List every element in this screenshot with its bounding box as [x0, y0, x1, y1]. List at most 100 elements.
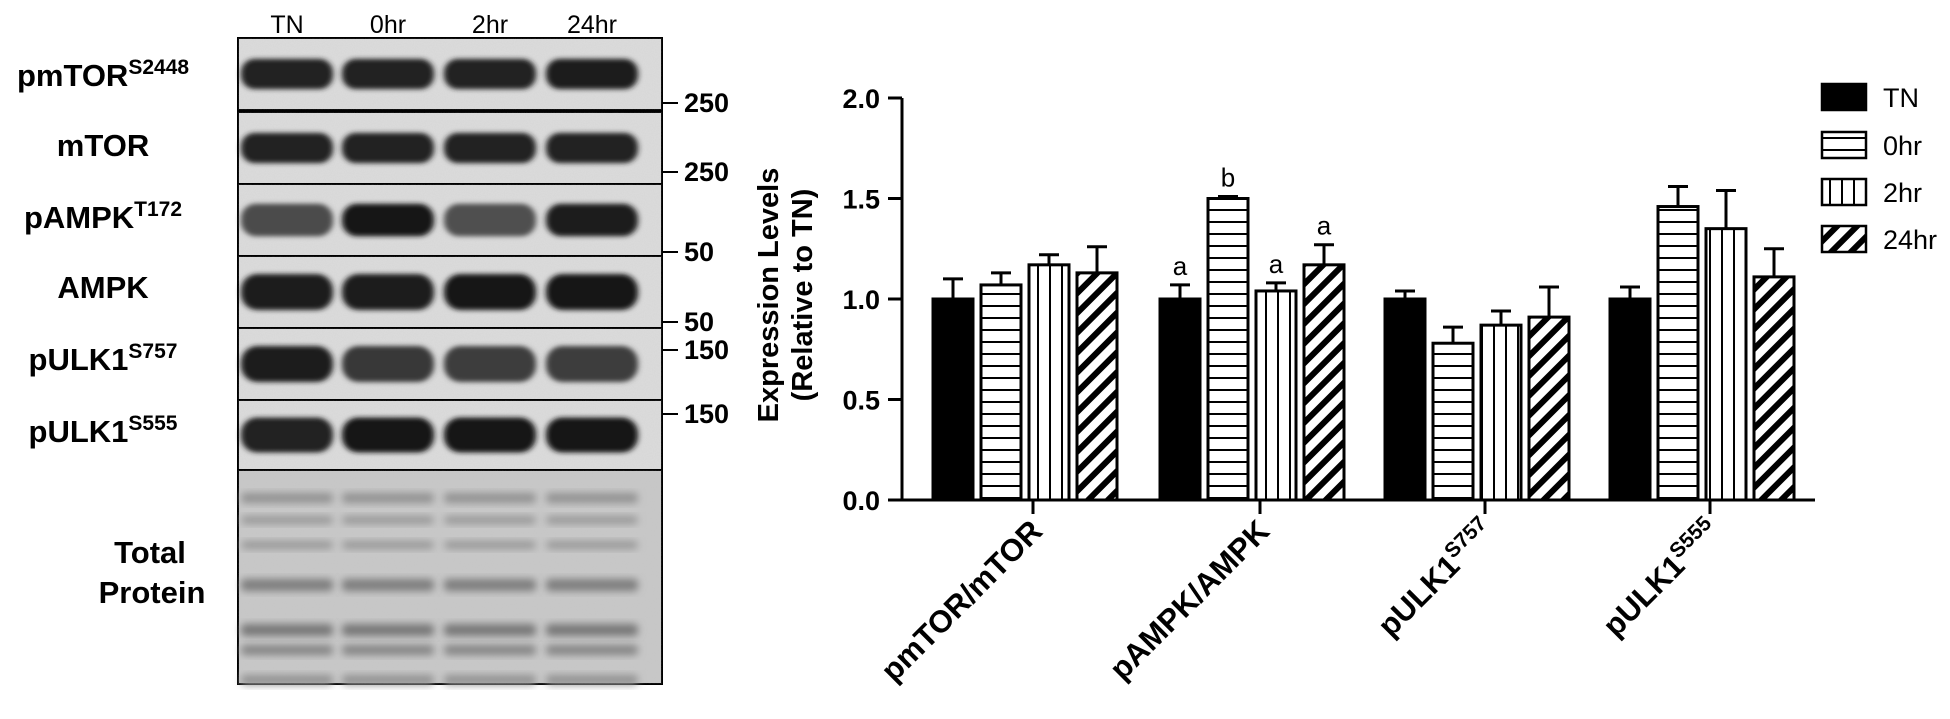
blot-row: [237, 255, 663, 329]
total-protein-band: [444, 493, 536, 503]
western-blot-panel: TN 0hr 2hr 24hr pmTORS2448 250 mTOR 250 pAMPKT1…: [17, 11, 729, 685]
significance-letter: a: [1317, 211, 1332, 241]
protein-band: [546, 417, 638, 453]
bar-24hr: [1075, 271, 1119, 502]
x-tick-label-superscript: S757: [1440, 512, 1491, 563]
blot-row-label-superscript: S555: [128, 412, 177, 435]
y-tick-label: 2.0: [842, 84, 880, 114]
bar-2hr: [1704, 227, 1748, 502]
legend-label-0hr: 0hr: [1883, 131, 1922, 161]
x-tick-label: pAMPK/AMPK: [1103, 513, 1277, 687]
total-protein-band: [444, 541, 536, 549]
significance-letter: b: [1221, 162, 1235, 192]
total-protein-band: [546, 516, 638, 524]
x-tick-label-main: pULK1: [1371, 548, 1466, 643]
blot-row-label-superscript: S2448: [128, 56, 189, 79]
total-protein-band: [342, 645, 434, 655]
protein-band: [342, 417, 434, 453]
x-tick-label-main: pmTOR/mTOR: [874, 513, 1049, 688]
blot-row: [237, 111, 663, 185]
bar-24hr: [1752, 275, 1796, 502]
bar-tn: [931, 297, 975, 502]
x-tick-label-group: pULK1S555: [1596, 512, 1716, 644]
total-protein-band: [241, 675, 333, 685]
blot-row-label: pULK1S757: [29, 340, 178, 377]
x-tick-label: pULK1S757: [1370, 512, 1501, 643]
total-protein-band: [342, 579, 434, 591]
protein-band: [444, 132, 536, 164]
bar-tn: [1383, 297, 1427, 502]
blot-row-label-main: pULK1: [29, 414, 129, 449]
protein-band: [241, 58, 333, 90]
total-protein-band: [241, 516, 333, 524]
protein-band: [444, 417, 536, 453]
protein-band: [241, 417, 333, 453]
protein-band: [241, 132, 333, 164]
protein-band: [342, 132, 434, 164]
y-tick-label: 0.0: [842, 486, 880, 516]
legend-label-2hr: 2hr: [1883, 178, 1922, 208]
legend-swatch-0hr: [1820, 130, 1868, 160]
x-tick-label-main: pULK1: [1596, 548, 1691, 643]
total-protein-band: [444, 645, 536, 655]
legend-swatch-24hr: [1820, 224, 1868, 254]
blot-row-label-main: pAMPK: [24, 200, 135, 235]
x-tick-label-superscript: S555: [1665, 512, 1716, 563]
molecular-weight-marker: 250: [684, 157, 729, 187]
protein-band: [444, 58, 536, 90]
blot-row-label: pULK1S555: [29, 412, 178, 449]
y-axis-label-line1: Expression Levels: [753, 168, 785, 423]
bar-0hr: [979, 283, 1023, 502]
blot-row: [237, 399, 663, 471]
lane-label-0hr: 0hr: [370, 11, 406, 39]
bar-0hr: [1206, 197, 1250, 502]
total-protein-band: [342, 675, 434, 685]
protein-band: [342, 346, 434, 382]
legend-label-24hr: 24hr: [1883, 225, 1937, 255]
total-protein-band: [546, 541, 638, 549]
blot-row: [237, 183, 663, 257]
total-protein-band: [241, 645, 333, 655]
bar-2hr: [1254, 289, 1298, 502]
protein-band: [342, 203, 434, 237]
protein-band: [546, 132, 638, 164]
x-tick-label-group: pmTOR/mTOR: [874, 513, 1049, 688]
bar-0hr: [1431, 341, 1475, 502]
blot-row-label-main: pULK1: [29, 342, 129, 377]
total-protein-band: [241, 541, 333, 549]
blot-row-label-main: mTOR: [57, 128, 149, 163]
protein-band: [546, 203, 638, 237]
total-protein-label-line1: Total: [114, 535, 186, 570]
protein-band: [546, 58, 638, 90]
legend-label-tn: TN: [1883, 83, 1919, 113]
lane-label-24hr: 24hr: [567, 11, 617, 39]
molecular-weight-marker: 150: [684, 335, 729, 365]
protein-band: [241, 274, 333, 310]
x-tick-label: pmTOR/mTOR: [874, 513, 1049, 688]
total-protein-panel: Total Protein: [99, 469, 663, 685]
bar-24hr: [1302, 263, 1346, 502]
bar-chart: Expression Levels (Relative to TN) 0.0 0.…: [753, 82, 1937, 688]
total-protein-band: [342, 541, 434, 549]
bar-0hr: [1656, 205, 1700, 502]
blot-row: [237, 327, 663, 401]
total-protein-band: [342, 516, 434, 524]
total-protein-band: [546, 645, 638, 655]
lane-label-2hr: 2hr: [472, 11, 508, 39]
y-tick-label: 1.0: [842, 285, 880, 315]
molecular-weight-marker: 250: [684, 88, 729, 118]
blot-row-label: mTOR: [57, 128, 149, 163]
blot-row-label-superscript: T172: [134, 198, 182, 221]
y-tick-label: 1.5: [842, 185, 880, 215]
lane-label-tn: TN: [270, 11, 303, 39]
molecular-weight-marker: 50: [684, 307, 714, 337]
protein-band: [444, 203, 536, 237]
significance-letter: a: [1269, 249, 1284, 279]
bar-tn: [1608, 297, 1652, 502]
x-tick-label-group: pAMPK/AMPK: [1103, 513, 1277, 687]
total-protein-band: [241, 624, 333, 636]
total-protein-band: [241, 579, 333, 591]
blot-row-label: AMPK: [57, 270, 149, 305]
total-protein-band: [546, 579, 638, 591]
bar-tn: [1158, 297, 1202, 502]
